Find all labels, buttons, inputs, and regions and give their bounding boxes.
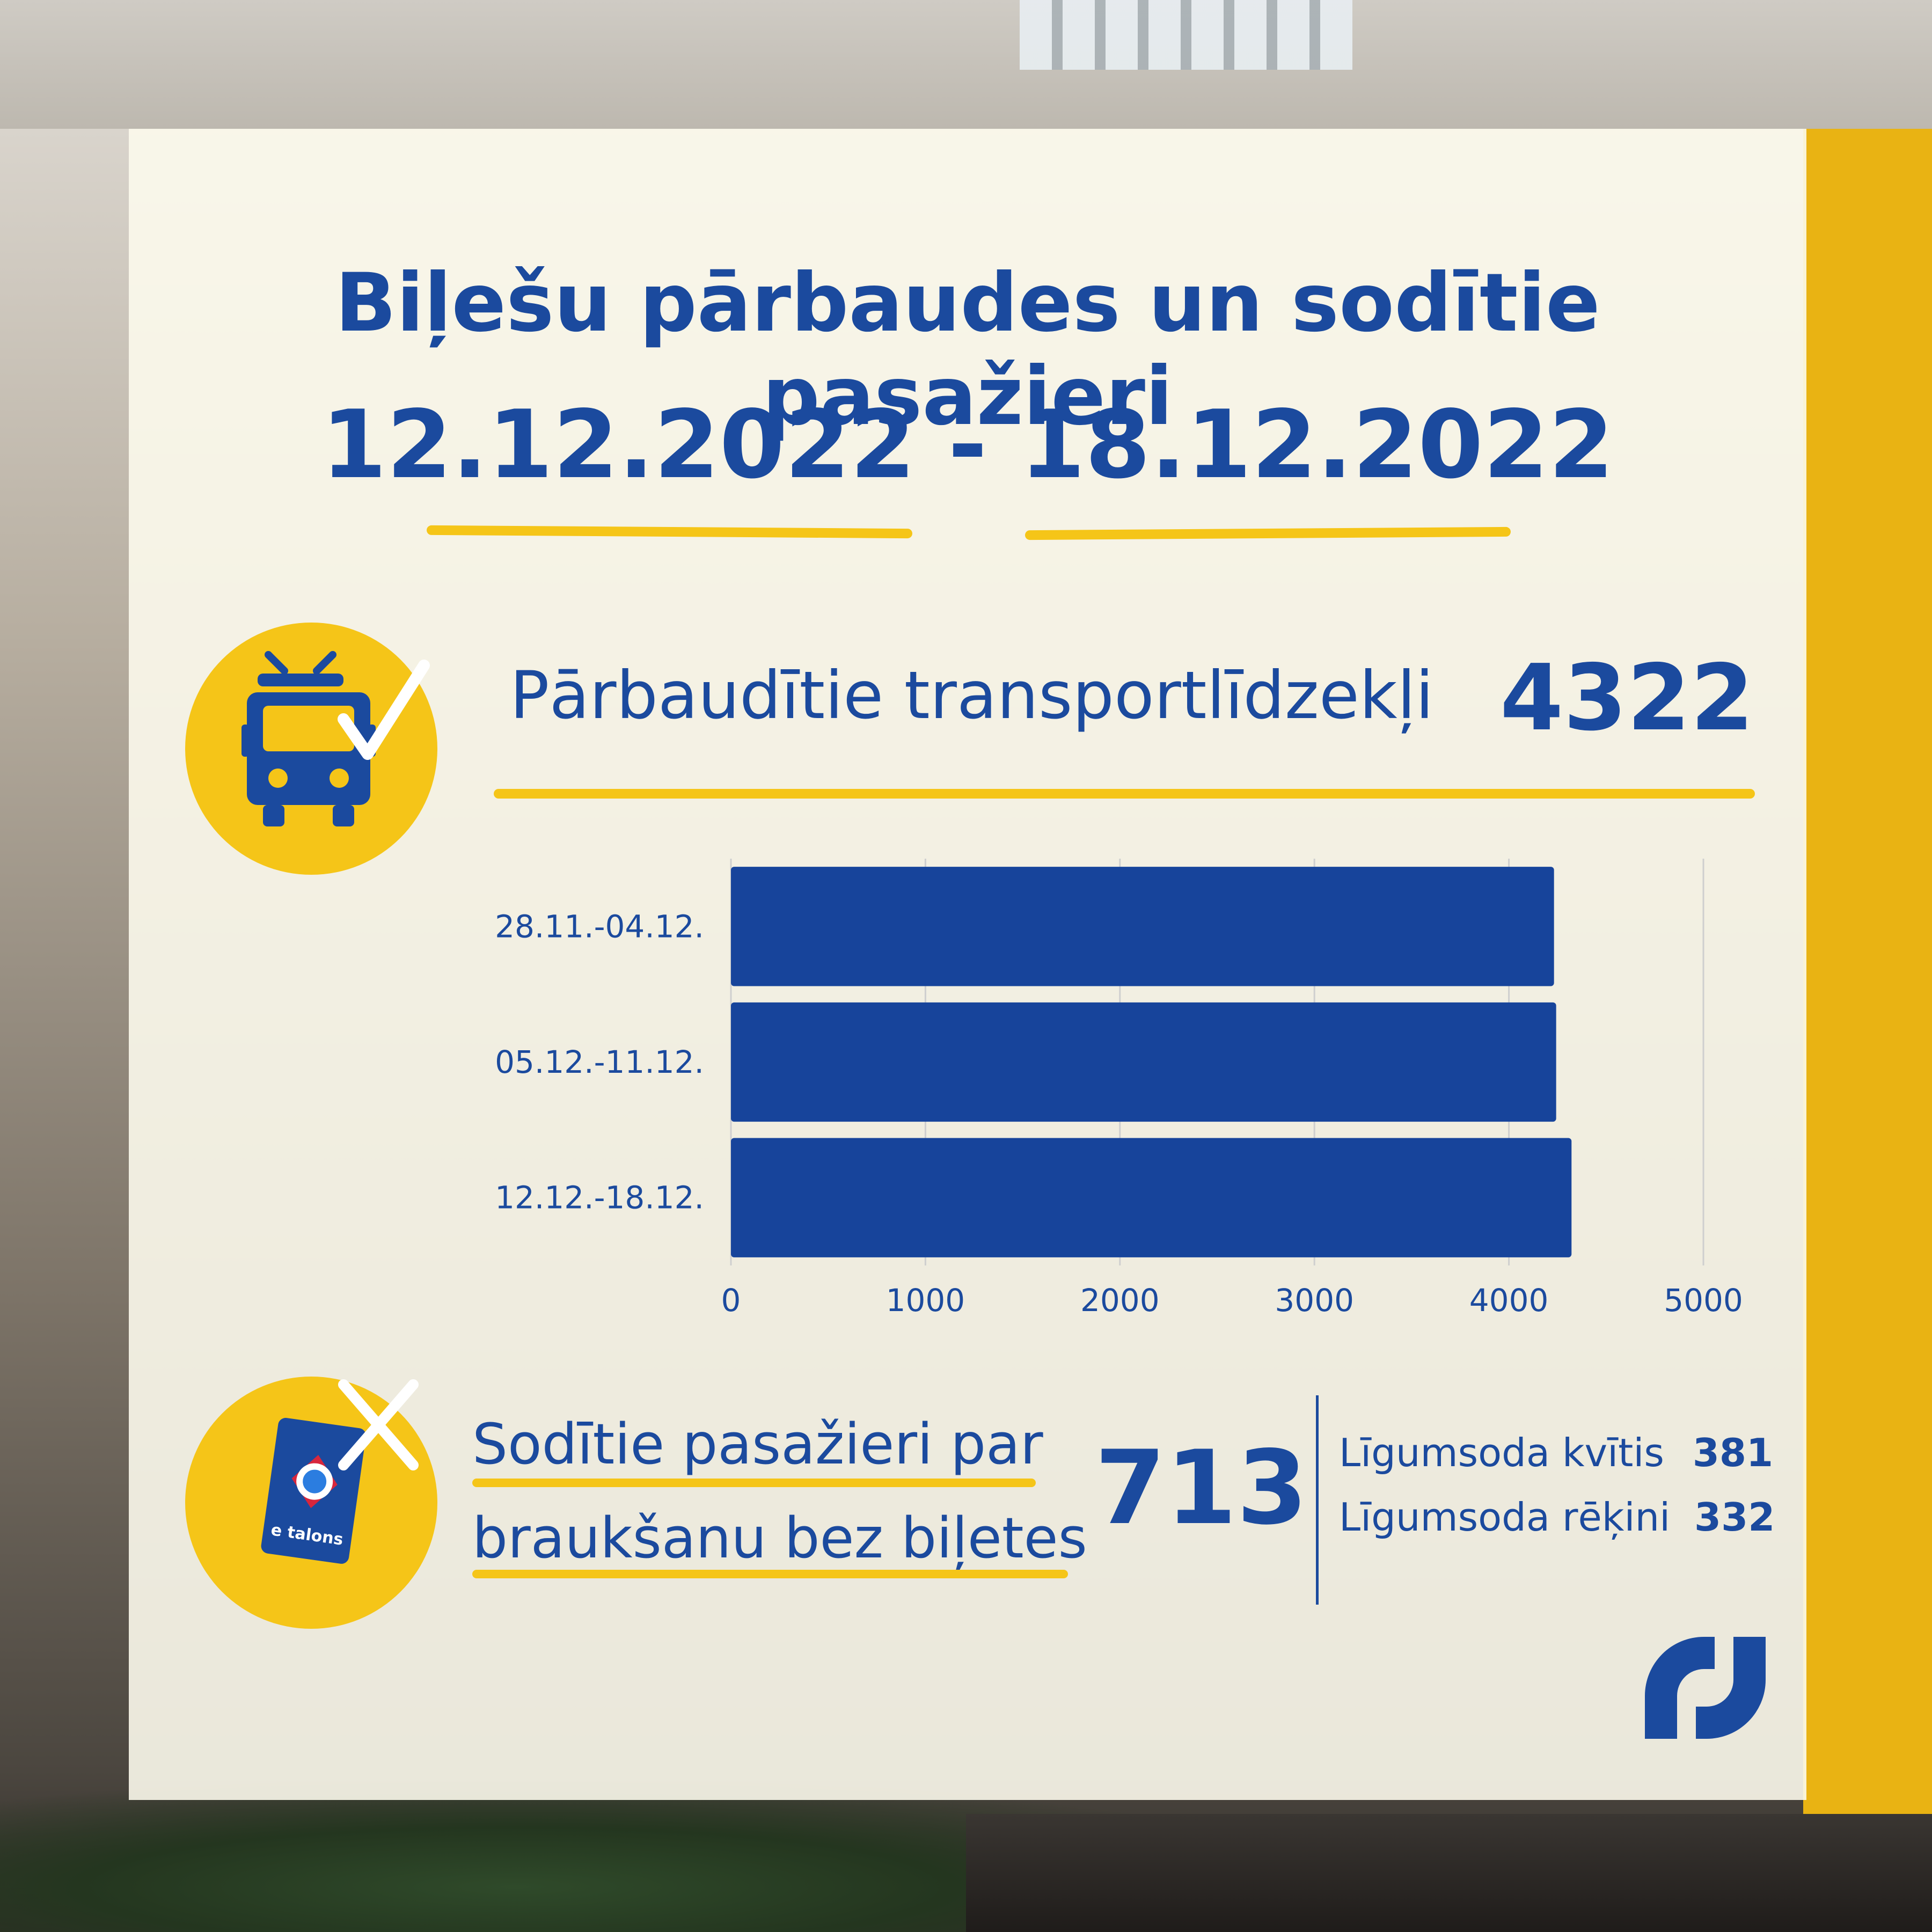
fined-underline-1 [472,1479,1036,1487]
chart-tick-labels: 0 1000 2000 3000 4000 5000 [721,1282,1743,1319]
chart-bar [731,1138,1572,1257]
fine-row-receipts: Līgumsoda kvītis 381 [1339,1430,1773,1475]
vehicles-underline [494,789,1755,799]
background-ceiling [0,0,1932,129]
fine-row-receipts-value: 381 [1692,1430,1774,1475]
trolleybus-check-icon [241,651,430,826]
chart-tick-label: 0 [721,1282,741,1319]
chart-tick-label: 2000 [1080,1282,1160,1319]
chart-bar [731,1002,1556,1122]
breakdown-divider [1316,1395,1319,1605]
period-title: 12.12.2022 - 18.12.2022 [321,391,1614,500]
chart-category-label: 28.11.-04.12. [495,908,704,945]
chart-category-label: 05.12.-11.12. [495,1044,704,1080]
fine-row-receipts-label: Līgumsoda kvītis [1339,1430,1664,1475]
chart-tick-label: 3000 [1275,1282,1354,1319]
etalons-card-cross-icon: e talons [261,1379,419,1564]
chart-category-labels: 28.11.-04.12. 05.12.-11.12. 12.12.-18.12. [495,908,704,1216]
vehicles-label: Pārbaudītie transportlīdzekļi [510,657,1434,734]
chart-tick-label: 5000 [1664,1282,1743,1319]
page-title: Biļešu pārbaudes un sodītie pasažieri [335,257,1600,443]
fined-underline-2 [472,1570,1068,1578]
chart-category-label: 12.12.-18.12. [495,1180,704,1216]
vehicles-value: 4322 [1500,645,1754,751]
chart-tick-label: 1000 [886,1282,965,1319]
rigas-satiksme-logo-icon [1645,1637,1766,1739]
chart-bars [731,867,1572,1257]
fined-label-line1: Sodītie pasažieri par [472,1411,1043,1477]
chart-tick-label: 4000 [1469,1282,1549,1319]
fine-row-invoices: Līgumsoda rēķini 332 [1339,1495,1775,1540]
fined-label-line2: braukšanu bez biļetes [472,1505,1087,1571]
fine-row-invoices-label: Līgumsoda rēķini [1339,1495,1671,1540]
chart-bar [731,867,1554,986]
background-ceiling-lamp [1020,0,1352,70]
fined-value: 713 [1095,1429,1308,1547]
fine-row-invoices-value: 332 [1694,1495,1775,1540]
background-desk [966,1814,1932,1932]
